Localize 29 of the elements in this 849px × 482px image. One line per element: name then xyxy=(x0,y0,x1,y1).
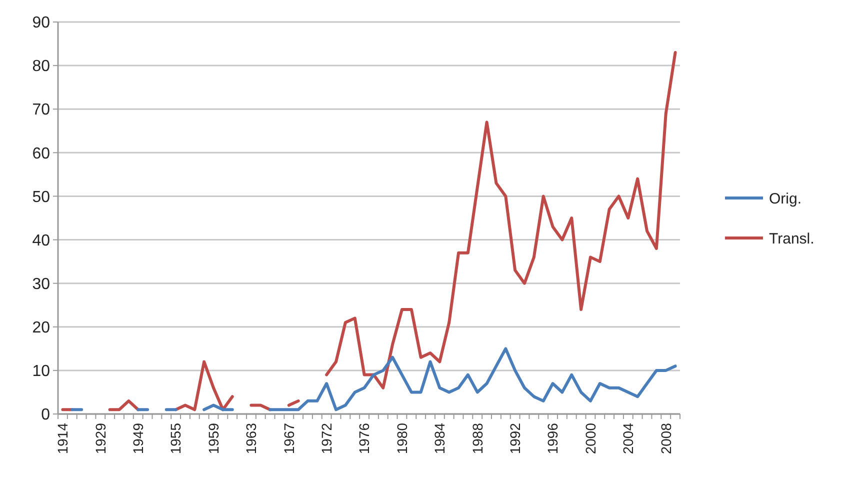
legend-label: Transl. xyxy=(769,230,814,248)
legend-label: Orig. xyxy=(769,190,802,208)
y-tick-label: 90 xyxy=(32,14,50,32)
x-tick-label: 1955 xyxy=(168,422,184,454)
x-tick-label: 1980 xyxy=(394,422,410,454)
x-tick-label: 1972 xyxy=(318,422,334,454)
y-tick-label: 60 xyxy=(32,145,50,162)
x-tick-label: 1967 xyxy=(280,422,297,454)
x-tick-label: 1963 xyxy=(243,422,260,454)
y-tick-label: 20 xyxy=(32,319,50,336)
x-tick-label: 1914 xyxy=(54,422,71,454)
y-tick-label: 40 xyxy=(32,232,50,250)
x-tick-label: 2004 xyxy=(620,422,636,454)
x-tick-label: 1976 xyxy=(356,422,372,454)
x-tick-label: 1949 xyxy=(130,422,146,454)
x-tick-label: 2000 xyxy=(582,422,598,454)
x-tick-label: 1992 xyxy=(506,422,523,454)
y-tick-label: 80 xyxy=(32,58,50,76)
y-tick-label: 70 xyxy=(32,102,50,119)
x-tick-label: 2008 xyxy=(658,422,674,454)
y-tick-label: 10 xyxy=(32,363,50,380)
x-tick-label: 1984 xyxy=(432,422,448,454)
y-tick-label: 30 xyxy=(32,276,50,293)
x-tick-label: 1929 xyxy=(92,422,108,454)
x-tick-label: 1988 xyxy=(469,422,486,454)
y-tick-label: 0 xyxy=(41,406,50,424)
x-tick-label: 1996 xyxy=(544,422,561,454)
x-tick-label: 1959 xyxy=(205,422,222,454)
y-tick-label: 50 xyxy=(32,188,50,206)
